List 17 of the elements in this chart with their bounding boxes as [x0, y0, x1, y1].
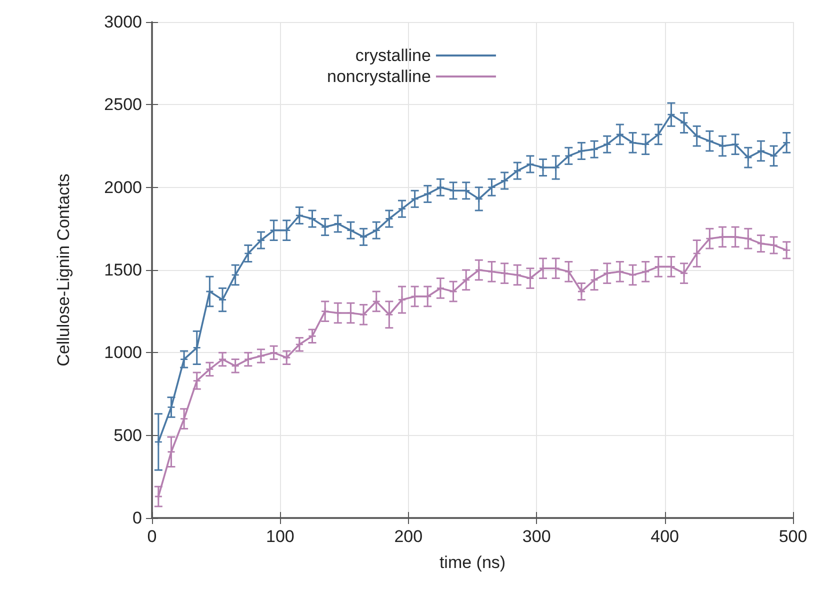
y-tick-label: 2000	[104, 178, 142, 197]
y-tick-label: 500	[114, 426, 142, 445]
y-tick-label: 1500	[104, 260, 142, 280]
x-tick-label: 0	[147, 527, 157, 546]
legend-label: crystalline	[355, 46, 431, 65]
y-axis-title: Cellulose-Lignin Contacts	[54, 174, 73, 366]
x-tick-label: 300	[522, 527, 551, 546]
y-tick-label: 0	[132, 508, 142, 528]
legend-label: noncrystalline	[327, 67, 431, 86]
y-tick-label: 2500	[104, 95, 142, 114]
x-axis-title: time (ns)	[439, 553, 506, 572]
x-tick-label: 200	[394, 527, 423, 546]
x-tick-label: 400	[650, 527, 679, 546]
y-tick-label: 3000	[104, 12, 142, 32]
x-tick-label: 500	[778, 527, 808, 546]
x-tick-label: 100	[266, 527, 294, 546]
y-tick-label: 1000	[104, 343, 142, 362]
